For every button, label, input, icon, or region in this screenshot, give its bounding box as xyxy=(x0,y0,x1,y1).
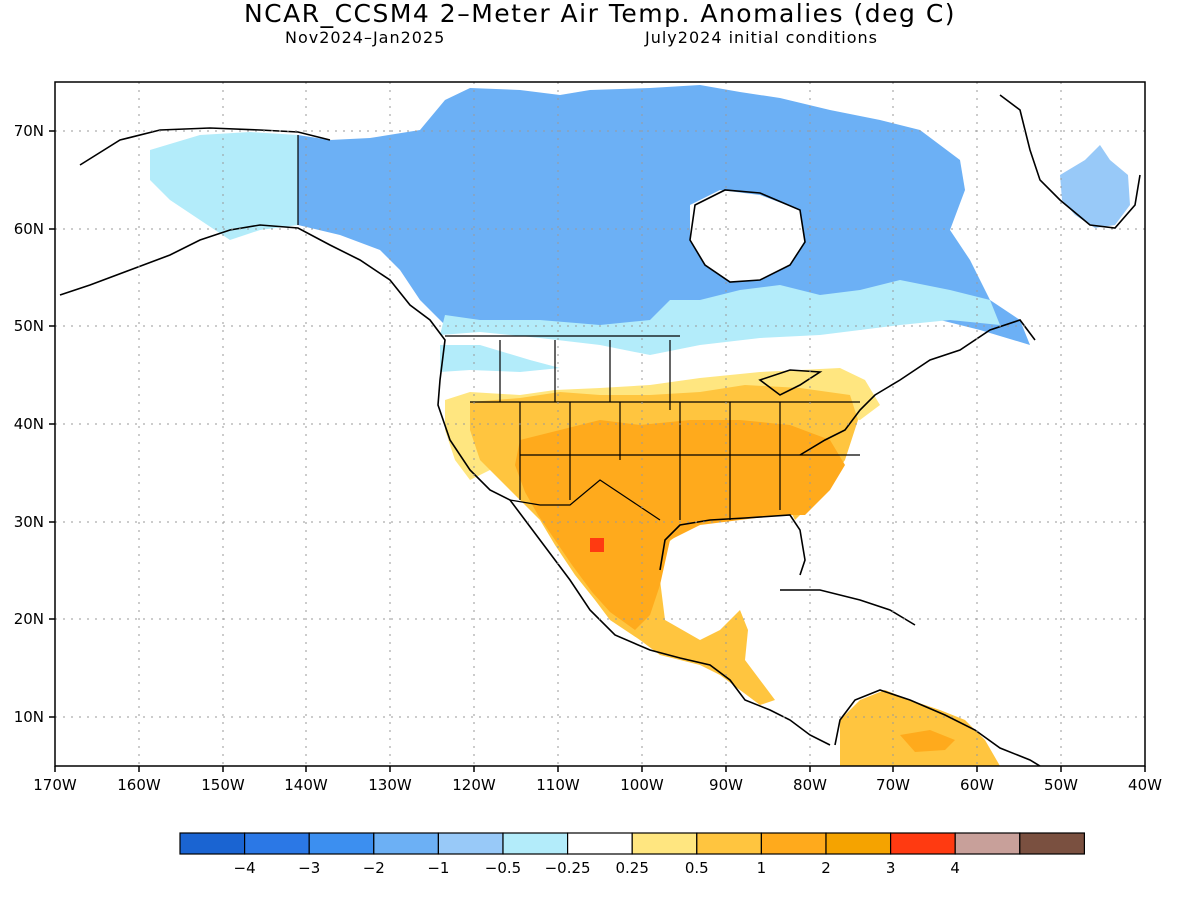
colorbar-swatch xyxy=(954,832,1021,855)
colorbar-label: 2 xyxy=(821,859,831,877)
colorbar-swatch xyxy=(760,832,827,855)
lon-label: 60W xyxy=(960,776,994,794)
colorbar-label: −3 xyxy=(298,859,320,877)
gridlines xyxy=(55,82,1145,766)
colorbar: −4 −3 −2 −1 −0.5 −0.25 0.25 0.5 1 2 3 4 xyxy=(179,832,1085,877)
colorbar-label: −0.5 xyxy=(485,859,521,877)
colorbar-swatch xyxy=(373,832,439,855)
lon-label: 170W xyxy=(33,776,77,794)
lon-label: 50W xyxy=(1044,776,1078,794)
colorbar-label: −1 xyxy=(427,859,449,877)
colorbar-swatch xyxy=(244,832,310,855)
lat-label: 40N xyxy=(14,415,44,433)
colorbar-swatch xyxy=(179,832,246,855)
colorbar-swatch xyxy=(308,832,375,855)
colorbar-swatch xyxy=(1019,832,1085,855)
colorbar-swatch xyxy=(502,832,569,855)
anomaly-field xyxy=(150,85,1130,766)
colorbar-swatch xyxy=(696,832,762,855)
colorbar-swatch xyxy=(889,832,956,855)
lon-label: 120W xyxy=(452,776,496,794)
lon-label: 110W xyxy=(536,776,580,794)
colorbar-swatch xyxy=(825,832,892,855)
lon-label: 130W xyxy=(368,776,412,794)
lon-label: 80W xyxy=(793,776,827,794)
hudson-bay xyxy=(690,190,805,282)
colorbar-label: −2 xyxy=(363,859,385,877)
lon-labels: 170W 160W 150W 140W 130W 120W 110W 100W … xyxy=(33,776,1162,794)
colorbar-swatch xyxy=(437,832,504,855)
tick-marks xyxy=(49,130,1146,772)
lon-label: 150W xyxy=(201,776,245,794)
anomaly-region-greenland xyxy=(1060,145,1130,228)
lat-label: 50N xyxy=(14,317,44,335)
lon-label: 70W xyxy=(876,776,910,794)
lon-label: 40W xyxy=(1128,776,1162,794)
lat-label: 30N xyxy=(14,513,44,531)
colorbar-label: 3 xyxy=(886,859,896,877)
colorbar-label: 0.5 xyxy=(685,859,709,877)
colorbar-swatch xyxy=(566,832,633,855)
colorbar-label: 1 xyxy=(757,859,767,877)
lon-label: 140W xyxy=(284,776,328,794)
lat-label: 10N xyxy=(14,708,44,726)
anomaly-region-canada xyxy=(298,85,1030,345)
colorbar-swatch xyxy=(631,832,698,855)
lon-label: 100W xyxy=(620,776,664,794)
lon-label: 90W xyxy=(709,776,743,794)
colorbar-label: 4 xyxy=(950,859,960,877)
political-borders xyxy=(297,135,860,521)
colorbar-label: −0.25 xyxy=(545,859,591,877)
coastlines xyxy=(59,94,1141,766)
anomaly-region-south-america xyxy=(840,690,1000,766)
colorbar-label: −4 xyxy=(234,859,256,877)
anomaly-region-alaska xyxy=(150,132,298,240)
lon-label: 160W xyxy=(117,776,161,794)
initial-conditions: July2024 initial conditions xyxy=(645,28,878,47)
anomaly-hotspot xyxy=(590,538,604,552)
map-title: NCAR_CCSM4 2–Meter Air Temp. Anomalies (… xyxy=(243,0,957,28)
lat-label: 70N xyxy=(14,122,44,140)
anomaly-region-south-america-strong xyxy=(900,730,955,752)
lat-label: 20N xyxy=(14,610,44,628)
forecast-period: Nov2024–Jan2025 xyxy=(285,28,446,47)
lat-label: 60N xyxy=(14,220,44,238)
colorbar-label: 0.25 xyxy=(615,859,648,877)
lat-labels: 70N 60N 50N 40N 30N 20N 10N xyxy=(14,122,44,726)
